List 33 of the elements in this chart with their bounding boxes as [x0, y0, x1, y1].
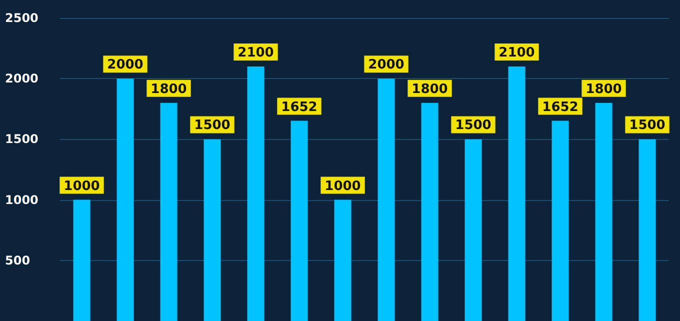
- data-label: 2000: [107, 58, 144, 73]
- bar: [508, 66, 526, 321]
- bar: [160, 102, 178, 321]
- y-tick-label: 2000: [5, 72, 38, 86]
- data-label: 2100: [238, 45, 274, 60]
- bar: [595, 102, 612, 321]
- y-tick-label: 2500: [5, 11, 38, 25]
- data-label: 1000: [324, 178, 361, 194]
- y-tick-label: 1000: [5, 192, 38, 207]
- bar: [73, 200, 90, 321]
- bar: [378, 78, 395, 321]
- bar: [421, 102, 438, 321]
- bar: [247, 66, 264, 321]
- bar: [290, 120, 308, 321]
- bar: [204, 139, 221, 321]
- data-label: 2100: [498, 45, 535, 60]
- data-label: 1500: [455, 118, 492, 134]
- data-label: 1000: [64, 178, 100, 194]
- data-label: 1652: [281, 100, 318, 115]
- bar: [638, 139, 656, 321]
- data-label: 1500: [629, 118, 666, 134]
- data-label: 1652: [542, 100, 578, 115]
- data-label: 1800: [586, 82, 622, 97]
- bar: [552, 120, 569, 321]
- bar: [464, 139, 482, 321]
- bar: [334, 200, 352, 321]
- data-label: 2000: [368, 58, 404, 73]
- data-label: 1800: [412, 82, 448, 97]
- bar: [116, 78, 134, 321]
- y-tick-label: 500: [5, 253, 30, 268]
- data-label: 1800: [150, 82, 187, 97]
- y-tick-label: 1500: [5, 132, 38, 146]
- data-label: 1500: [194, 118, 230, 134]
